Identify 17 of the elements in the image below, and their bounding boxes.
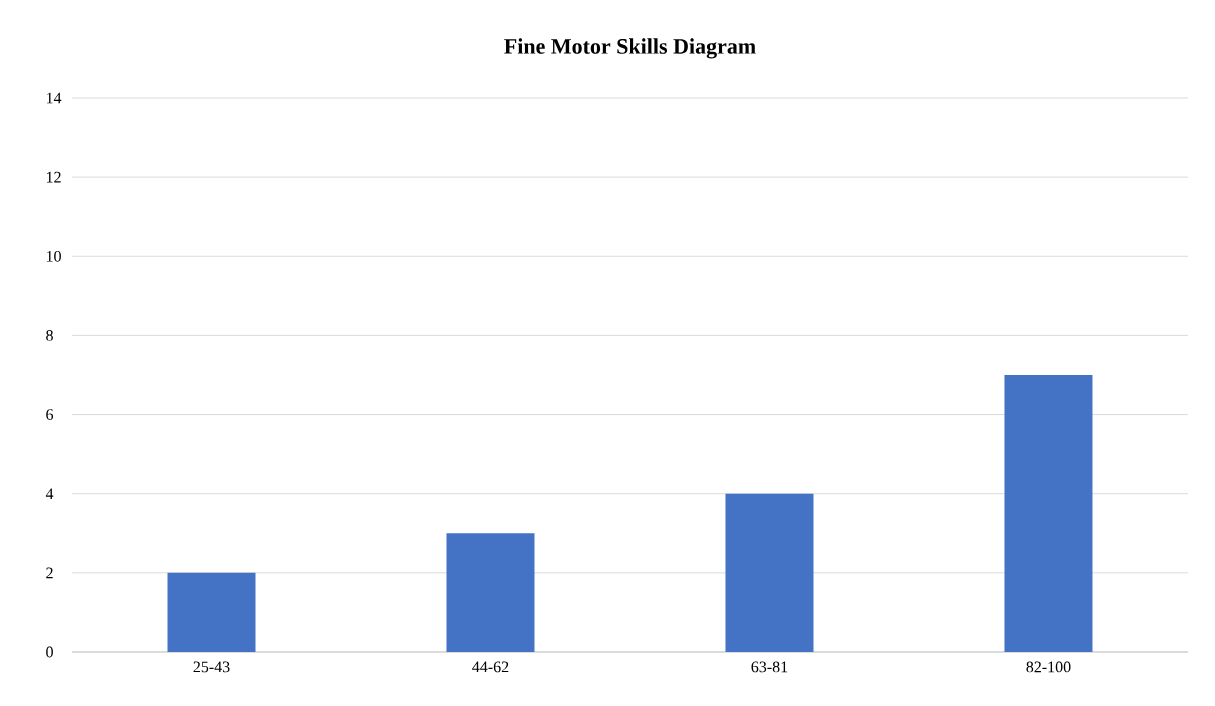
x-tick-label: 82-100 <box>1026 661 1071 673</box>
chart-title: Fine Motor Skills Diagram <box>504 38 756 59</box>
x-tick-label: 25-43 <box>193 661 230 673</box>
y-tick-label: 6 <box>46 409 54 420</box>
y-tick-label: 4 <box>45 488 54 499</box>
y-tick-label: 14 <box>46 92 62 104</box>
bar <box>446 533 535 652</box>
bar <box>1004 374 1093 652</box>
y-tick-label: 12 <box>46 171 61 183</box>
y-tick-label: 8 <box>46 330 53 341</box>
y-tick-label: 2 <box>46 567 53 579</box>
y-tick-label: 10 <box>46 250 61 262</box>
x-tick-label: 44-62 <box>472 661 509 673</box>
bar <box>725 493 814 652</box>
y-tick-label: 0 <box>46 646 53 658</box>
bar <box>167 572 256 652</box>
x-tick-label: 63-81 <box>751 661 788 673</box>
